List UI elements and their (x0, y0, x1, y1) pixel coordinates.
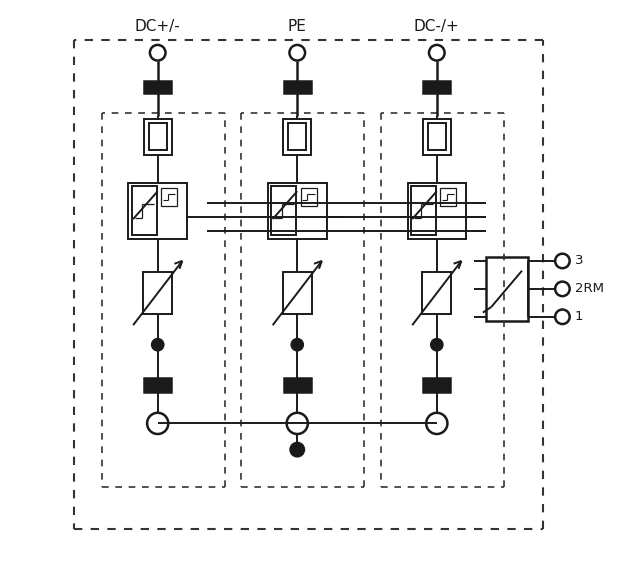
Bar (144, 378, 171, 392)
Circle shape (555, 310, 570, 324)
Circle shape (291, 338, 303, 351)
Bar (423, 81, 450, 94)
Bar (423, 378, 450, 392)
Bar (428, 123, 446, 150)
Bar (284, 378, 311, 392)
Bar (271, 186, 296, 235)
Bar (161, 188, 177, 206)
Bar (144, 118, 171, 155)
Bar (423, 118, 451, 155)
Text: 3: 3 (575, 255, 583, 268)
Bar (411, 186, 436, 235)
Bar (268, 183, 327, 238)
Text: 2RM: 2RM (575, 282, 604, 296)
Circle shape (429, 45, 445, 61)
Circle shape (147, 413, 168, 434)
Bar (440, 188, 456, 206)
Text: 1: 1 (575, 310, 583, 323)
Bar (288, 123, 306, 150)
Bar (128, 183, 187, 238)
Circle shape (555, 282, 570, 296)
Bar (283, 272, 311, 314)
Circle shape (150, 45, 166, 61)
Circle shape (555, 254, 570, 268)
Bar (301, 188, 317, 206)
Circle shape (290, 45, 305, 61)
Circle shape (431, 338, 443, 351)
Bar (283, 118, 311, 155)
Circle shape (286, 413, 308, 434)
Circle shape (151, 338, 164, 351)
Text: DC+/-: DC+/- (135, 19, 181, 34)
Bar (284, 81, 311, 94)
Bar (143, 272, 172, 314)
Bar (144, 81, 171, 94)
Text: DC-/+: DC-/+ (414, 19, 460, 34)
Bar (485, 257, 528, 321)
Bar (132, 186, 157, 235)
Circle shape (290, 443, 305, 457)
Bar (422, 272, 452, 314)
Bar (149, 123, 166, 150)
Circle shape (426, 413, 447, 434)
Text: PE: PE (288, 19, 306, 34)
Bar (408, 183, 466, 238)
